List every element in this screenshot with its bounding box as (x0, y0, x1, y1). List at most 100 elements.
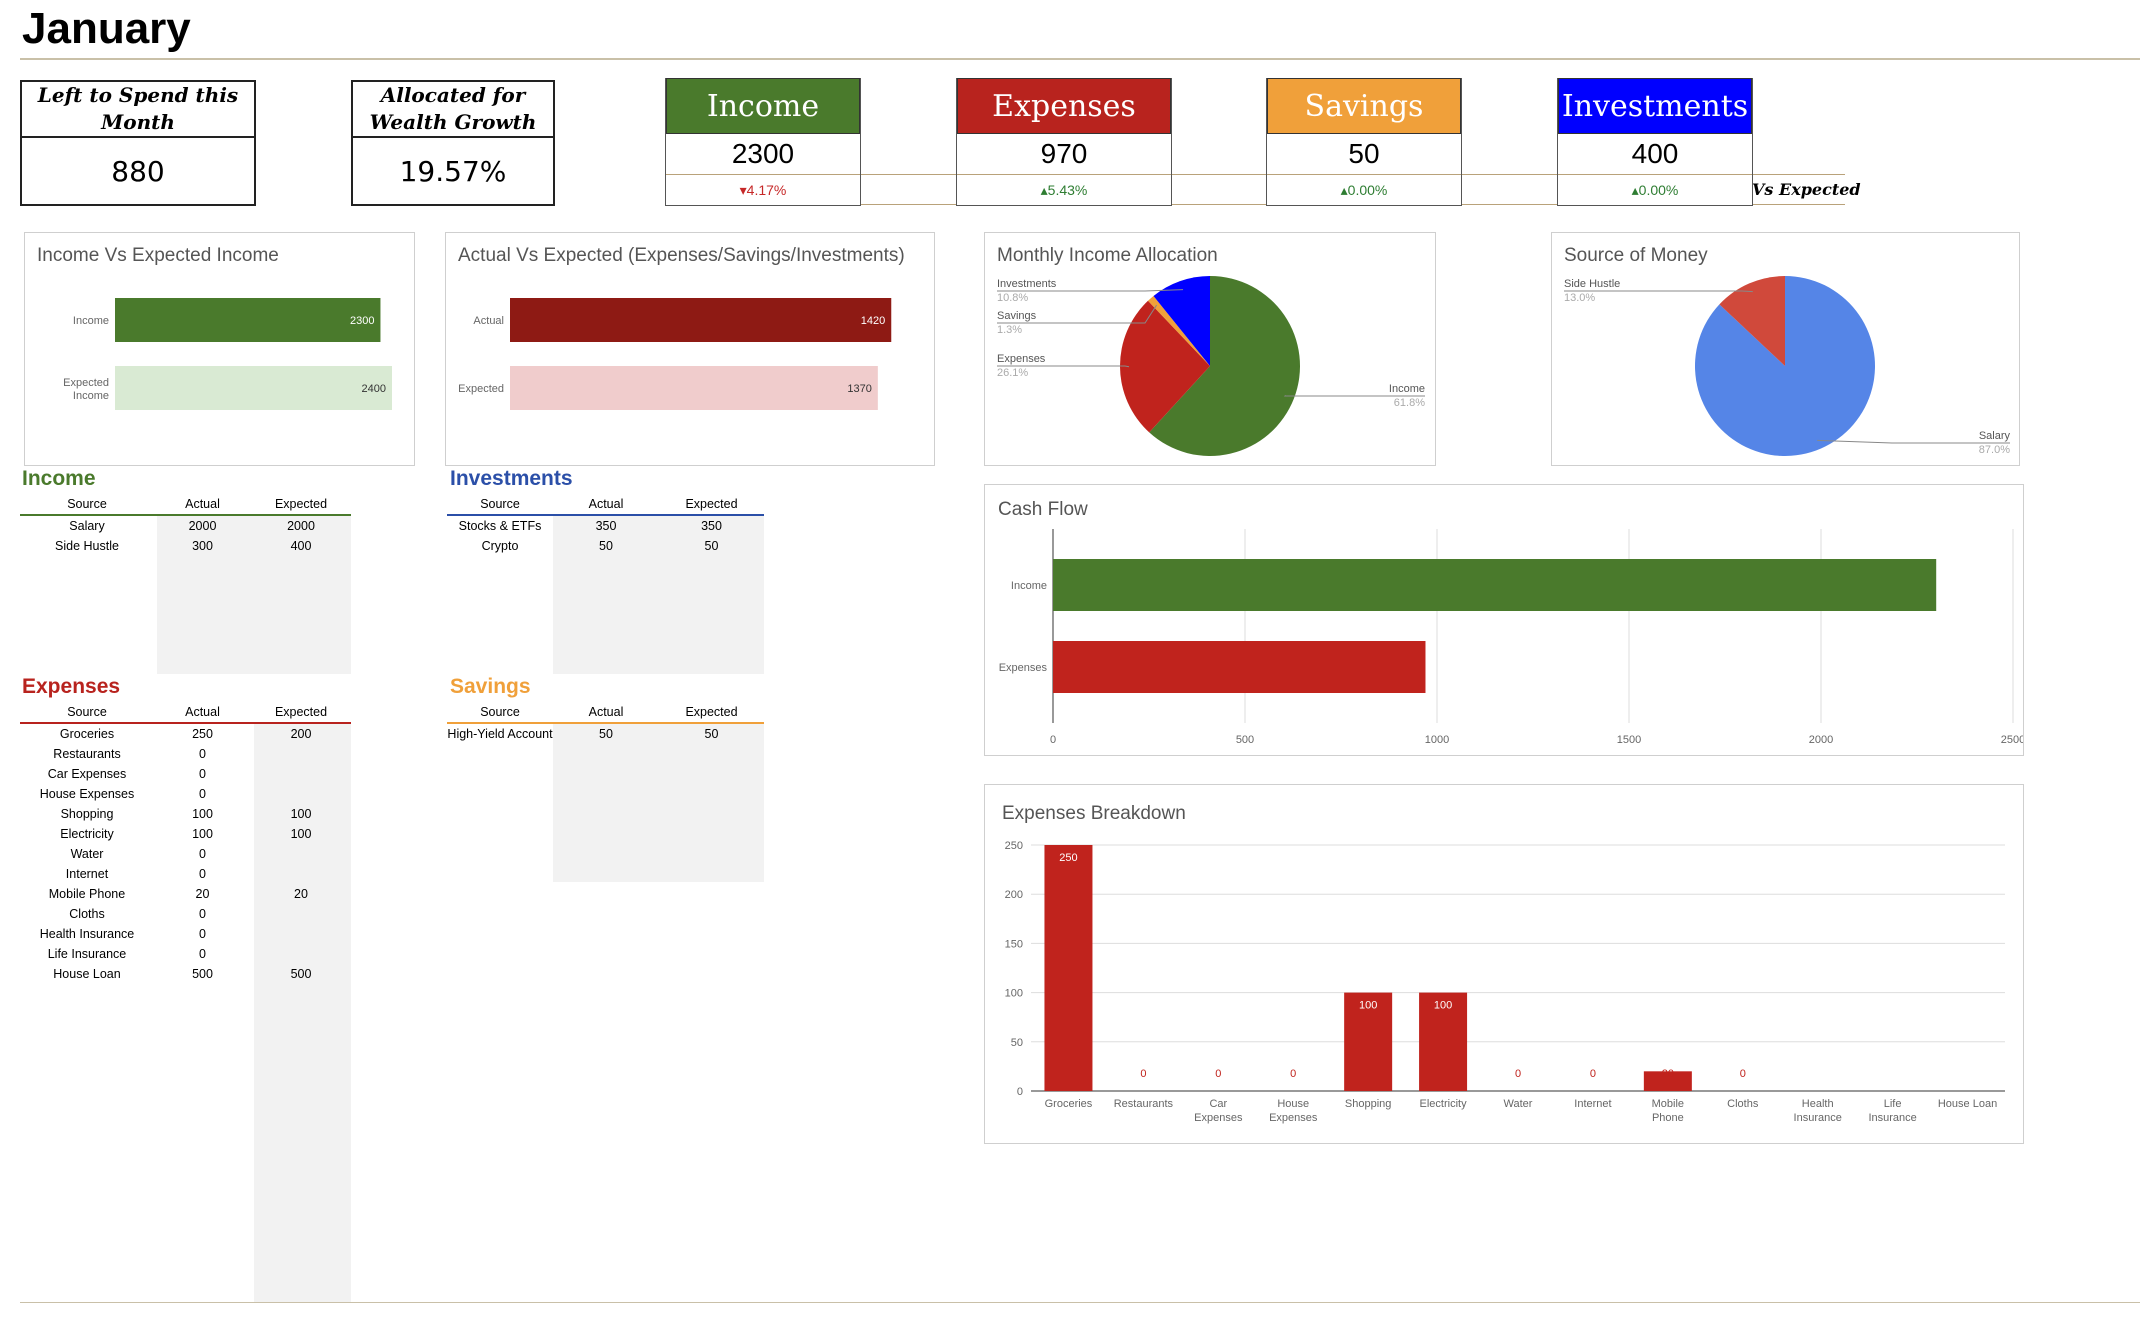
expenses-breakdown-bar-shopping (1344, 992, 1393, 1091)
expenses-breakdown-value-mobile-phone: 20 (1662, 1068, 1674, 1080)
actual-vs-expected-chart: Actual Vs Expected (Expenses/Savings/Inv… (445, 232, 935, 466)
income-table-cell-expected[interactable]: 400 (290, 539, 312, 553)
income-table-cell-source[interactable]: Salary (69, 519, 105, 533)
left-to-spend-label: Left to Spend this Month (22, 82, 254, 138)
expenses-table-cell-source[interactable]: Mobile Phone (48, 887, 126, 901)
savings-table-header-row: Source Actual Expected (447, 702, 764, 724)
investments-table-row: Crypto 50 50 (447, 536, 764, 556)
expenses-table-cell-source[interactable]: Car Expenses (47, 767, 127, 781)
kpi-expenses: Expenses 970 ▴5.43% (956, 78, 1172, 206)
expenses-table-cell-source[interactable]: House Loan (53, 967, 121, 981)
kpi-income-value: 2300 (666, 134, 860, 175)
expenses-table-cell-actual[interactable]: 0 (199, 747, 206, 761)
allocated-wealth-value: 19.57% (399, 154, 507, 188)
expenses-table-cell-source[interactable]: Groceries (59, 727, 115, 741)
income-vs-expected-title: Income Vs Expected Income (37, 245, 279, 266)
expenses-table-cell-expected[interactable]: 500 (290, 967, 312, 981)
expenses-table-cell-source[interactable]: Internet (65, 867, 109, 881)
expenses-breakdown-tick-50: 50 (1011, 1037, 1023, 1049)
investments-table-row: Stocks & ETFs 350 350 (447, 516, 764, 536)
expenses-table-cell-actual[interactable]: 250 (192, 727, 213, 741)
investments-table-cell-expected[interactable]: 50 (704, 539, 719, 553)
expenses-breakdown-tick-100: 100 (1005, 988, 1023, 1000)
expenses-table-cell-actual[interactable]: 0 (199, 767, 206, 781)
allocation-pct-savings: 1.3% (997, 324, 1022, 336)
kpi-investments-label: Investments (1558, 78, 1752, 134)
expenses-table-cell-source[interactable]: House Expenses (39, 787, 135, 801)
savings-table-header-actual: Actual (588, 705, 624, 719)
savings-table-cell-expected[interactable]: 50 (704, 727, 719, 741)
income-vs-expected-bar-income (115, 298, 381, 342)
expenses-table-row: Groceries 250 200 (20, 724, 351, 744)
allocation-label-income: Income (1389, 383, 1425, 395)
expenses-table: Source Actual Expected Groceries 250 200 Resta… (20, 702, 351, 984)
cash-flow-bar-expenses (1053, 641, 1426, 693)
expenses-table-cell-actual[interactable]: 500 (192, 967, 213, 981)
income-table-cell-actual[interactable]: 2000 (188, 519, 217, 533)
investments-table-cell-source[interactable]: Crypto (481, 539, 519, 553)
expenses-table-header-row: Source Actual Expected (20, 702, 351, 724)
kpi-investments-value: 400 (1558, 134, 1752, 175)
expenses-table-cell-actual[interactable]: 100 (192, 807, 213, 821)
expenses-breakdown-chart: Expenses Breakdown 0 50 100 150 200 250 250 Gro… (984, 784, 2024, 1144)
investments-table-cell-expected[interactable]: 350 (701, 519, 722, 533)
investments-table-cell-actual[interactable]: 350 (595, 519, 617, 533)
expenses-table-cell-source[interactable]: Life Insurance (47, 947, 127, 961)
income-vs-expected-label-expected-income-2: Income (73, 390, 109, 402)
expenses-table-cell-expected[interactable]: 200 (290, 727, 312, 741)
expenses-breakdown-bar-groceries (1044, 845, 1093, 1091)
actual-vs-expected-label-expected: Expected (458, 383, 504, 395)
income-table-cell-actual[interactable]: 300 (192, 539, 213, 553)
allocation-leader-investments (997, 289, 1184, 292)
allocation-slice-income (1149, 276, 1300, 456)
income-table-cell-source[interactable]: Side Hustle (55, 539, 119, 553)
expenses-table-cell-source[interactable]: Cloths (69, 907, 105, 921)
expenses-breakdown-xlabel-mobile-phone-2: Phone (1652, 1112, 1684, 1124)
actual-vs-expected-title: Actual Vs Expected (Expenses/Savings/Inv… (458, 245, 905, 266)
allocation-leader-income (1283, 395, 1425, 397)
expenses-table-cell-actual[interactable]: 0 (199, 787, 206, 801)
savings-table-cell-actual[interactable]: 50 (599, 727, 613, 741)
expenses-table-cell-source[interactable]: Health Insurance (39, 927, 135, 941)
expenses-table-cell-expected[interactable]: 100 (290, 807, 312, 821)
expenses-table-cell-actual[interactable]: 0 (199, 927, 206, 941)
savings-table-cell-source[interactable]: High-Yield Account (447, 727, 553, 741)
investments-table: Source Actual Expected Stocks & ETFs 350 350 C… (447, 494, 764, 556)
expenses-table-cell-source[interactable]: Shopping (60, 807, 114, 821)
left-to-spend-card: Left to Spend this Month 880 (20, 80, 256, 206)
source-of-money-plot: Salary 87.0% Side Hustle 13.0% (1564, 276, 2010, 456)
expenses-table-row: Car Expenses 0 (20, 764, 351, 784)
expenses-table-cell-actual[interactable]: 100 (192, 827, 213, 841)
expenses-table-cell-actual[interactable]: 0 (199, 847, 206, 861)
expenses-table-row: Health Insurance 0 (20, 924, 351, 944)
expenses-table-cell-actual[interactable]: 0 (199, 947, 206, 961)
expenses-table-title: Expenses (22, 675, 121, 698)
investments-table-shade (553, 514, 764, 674)
investments-table-cell-actual[interactable]: 50 (599, 539, 613, 553)
income-table-header-expected: Expected (274, 497, 328, 511)
expenses-table-cell-expected[interactable]: 100 (290, 827, 312, 841)
income-vs-expected-value-income: 2300 (350, 315, 374, 327)
expenses-table-cell-source[interactable]: Restaurants (53, 747, 121, 761)
expenses-table-cell-actual[interactable]: 0 (199, 907, 206, 921)
expenses-table-row: Mobile Phone 20 20 (20, 884, 351, 904)
expenses-table-cell-actual[interactable]: 20 (195, 887, 210, 901)
investments-table-cell-source[interactable]: Stocks & ETFs (458, 519, 542, 533)
vs-expected-label: Vs Expected (1752, 180, 1861, 199)
expenses-table-cell-source[interactable]: Water (70, 847, 104, 861)
title-divider (20, 58, 2140, 60)
investments-table-header-actual: Actual (588, 497, 624, 511)
income-table-header-source: Source (67, 497, 107, 511)
expenses-table-cell-expected[interactable]: 20 (294, 887, 308, 901)
expenses-table-cell-actual[interactable]: 0 (199, 867, 206, 881)
allocation-slice-investments (1153, 276, 1210, 366)
income-table-cell-expected[interactable]: 2000 (287, 519, 315, 533)
actual-vs-expected-bar-expected (510, 366, 878, 410)
expenses-breakdown-tick-200: 200 (1005, 889, 1023, 901)
allocation-label-investments: Investments (997, 278, 1057, 290)
allocation-pct-expenses: 26.1% (997, 367, 1028, 379)
expenses-table-cell-source[interactable]: Electricity (60, 827, 114, 841)
source-pct-side-hustle: 13.0% (1564, 292, 1595, 304)
expenses-breakdown-xlabel-car-expenses-1: Car (1209, 1098, 1227, 1110)
